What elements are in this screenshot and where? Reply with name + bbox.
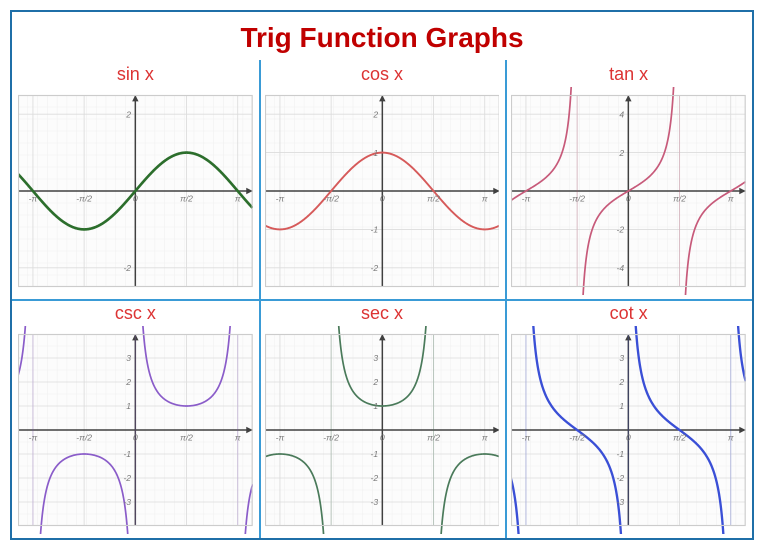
svg-text:-1: -1: [370, 225, 378, 235]
svg-text:3: 3: [620, 353, 625, 363]
cell-title-csc: csc x: [115, 303, 156, 324]
svg-text:-2: -2: [617, 473, 625, 483]
cell-sin: sin x -π -π/2 0 π/2 π -2 2: [12, 60, 259, 299]
svg-text:3: 3: [373, 353, 378, 363]
svg-text:2: 2: [619, 148, 625, 158]
trig-graphs-card: Trig Function Graphs sin x -π -π/2 0 π/2 π -2…: [10, 10, 754, 540]
chart-cot: -π -π/2 0 π/2 π -3 -2 -1 1 2 3: [511, 326, 746, 534]
svg-text:0: 0: [380, 194, 385, 204]
svg-text:-π: -π: [29, 433, 38, 443]
svg-text:2: 2: [619, 377, 625, 387]
svg-text:π: π: [728, 194, 734, 204]
svg-text:2: 2: [372, 377, 378, 387]
svg-text:2: 2: [125, 377, 131, 387]
svg-text:2: 2: [372, 109, 378, 119]
svg-text:-2: -2: [370, 473, 378, 483]
svg-text:-π: -π: [522, 194, 531, 204]
svg-text:1: 1: [373, 401, 378, 411]
svg-text:-π: -π: [275, 194, 284, 204]
svg-text:π: π: [235, 194, 241, 204]
svg-text:-π/2: -π/2: [323, 194, 339, 204]
svg-text:-2: -2: [123, 473, 131, 483]
svg-text:-π/2: -π/2: [76, 194, 92, 204]
svg-text:-3: -3: [617, 497, 625, 507]
svg-text:π: π: [235, 433, 241, 443]
horizontal-divider: [12, 299, 752, 301]
svg-text:-π: -π: [522, 433, 531, 443]
svg-text:-1: -1: [370, 449, 378, 459]
cell-tan: tan x -π -π/2 0 π/2 π -4 -2 2 4: [505, 60, 752, 299]
svg-text:-2: -2: [617, 225, 625, 235]
svg-text:-3: -3: [370, 497, 378, 507]
svg-text:π/2: π/2: [180, 194, 193, 204]
svg-text:-3: -3: [123, 497, 131, 507]
svg-text:-π: -π: [29, 194, 38, 204]
svg-text:0: 0: [380, 433, 385, 443]
svg-text:π/2: π/2: [427, 433, 440, 443]
svg-text:0: 0: [626, 433, 631, 443]
svg-text:π: π: [482, 194, 488, 204]
cell-title-sec: sec x: [361, 303, 403, 324]
svg-text:-π/2: -π/2: [323, 433, 339, 443]
cell-title-tan: tan x: [609, 64, 648, 85]
svg-text:-1: -1: [123, 449, 131, 459]
svg-text:-π: -π: [275, 433, 284, 443]
svg-text:0: 0: [626, 194, 631, 204]
svg-text:π/2: π/2: [180, 433, 193, 443]
cell-sec: sec x -π -π/2 0 π/2 π -3 -2 -1 1 2 3: [259, 299, 506, 538]
svg-text:π/2: π/2: [673, 194, 686, 204]
chart-sin: -π -π/2 0 π/2 π -2 2: [18, 87, 253, 295]
svg-text:-2: -2: [123, 263, 131, 273]
cell-title-cos: cos x: [361, 64, 403, 85]
svg-text:π/2: π/2: [673, 433, 686, 443]
svg-text:2: 2: [125, 109, 131, 119]
svg-text:3: 3: [126, 353, 131, 363]
svg-text:-π/2: -π/2: [570, 433, 586, 443]
svg-text:1: 1: [126, 401, 131, 411]
svg-text:π: π: [482, 433, 488, 443]
chart-csc: -π -π/2 0 π/2 π -3 -2 -1 1 2 3: [18, 326, 253, 534]
chart-cos: -π -π/2 0 π/2 π -2 -1 1 2: [265, 87, 500, 295]
chart-sec: -π -π/2 0 π/2 π -3 -2 -1 1 2 3: [265, 326, 500, 534]
cell-csc: csc x -π -π/2 0 π/2 π -3 -2 -1 1 2 3: [12, 299, 259, 538]
main-title: Trig Function Graphs: [12, 12, 752, 60]
svg-text:π: π: [728, 433, 734, 443]
cell-cot: cot x -π -π/2 0 π/2 π -3 -2 -1 1 2 3: [505, 299, 752, 538]
chart-tan: -π -π/2 0 π/2 π -4 -2 2 4: [511, 87, 746, 295]
vertical-divider-1: [259, 60, 261, 538]
svg-text:1: 1: [373, 148, 378, 158]
cell-cos: cos x -π -π/2 0 π/2 π -2 -1 1 2: [259, 60, 506, 299]
vertical-divider-2: [505, 60, 507, 538]
svg-text:-1: -1: [617, 449, 625, 459]
svg-text:-π/2: -π/2: [76, 433, 92, 443]
svg-text:-π/2: -π/2: [570, 194, 586, 204]
cell-title-cot: cot x: [610, 303, 648, 324]
svg-text:0: 0: [133, 433, 138, 443]
svg-text:-2: -2: [370, 263, 378, 273]
cell-title-sin: sin x: [117, 64, 154, 85]
svg-text:-4: -4: [617, 263, 625, 273]
svg-text:1: 1: [620, 401, 625, 411]
svg-text:4: 4: [620, 109, 625, 119]
charts-grid: sin x -π -π/2 0 π/2 π -2 2 cos x -π -π/2 0 π/2 π -2…: [12, 60, 752, 538]
svg-text:0: 0: [133, 194, 138, 204]
svg-text:π/2: π/2: [427, 194, 440, 204]
